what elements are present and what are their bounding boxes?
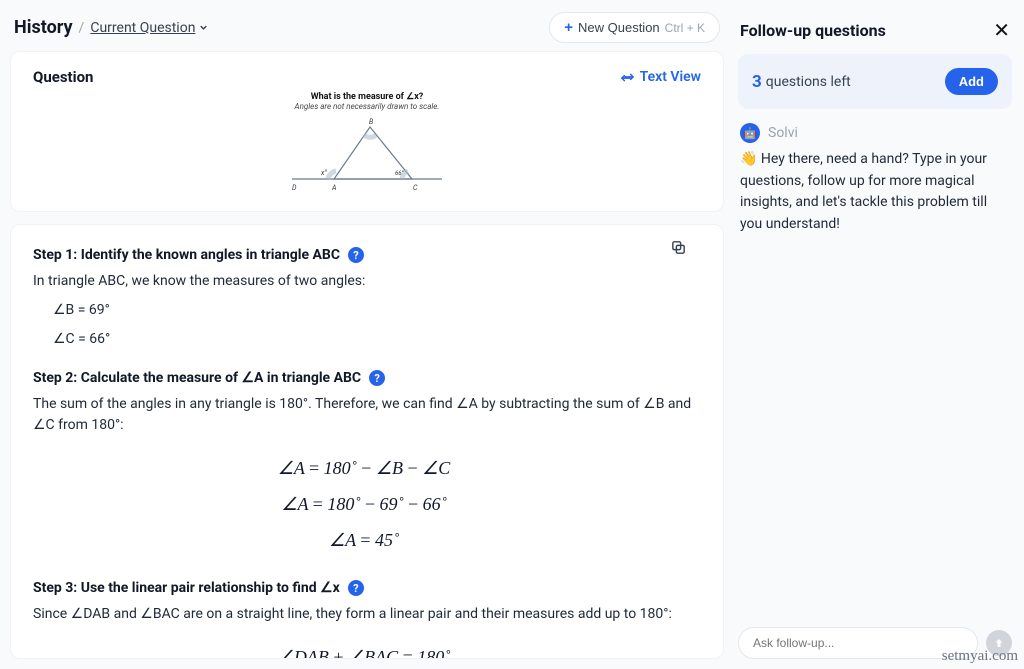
quota-text: questions left <box>766 74 851 90</box>
solution-step: Step 2: Calculate the measure of ∠A in t… <box>33 370 695 558</box>
equation: ∠A = 180˚ − 69˚ − 66˚ <box>33 486 695 522</box>
new-question-button[interactable]: + New Question Ctrl + K <box>549 12 720 43</box>
svg-text:A: A <box>331 184 336 192</box>
solution-scroll[interactable]: Step 1: Identify the known angles in tri… <box>11 225 723 658</box>
breadcrumb-current-label: Current Question <box>90 20 195 36</box>
step-title: Step 3: Use the linear pair relationship… <box>33 580 340 596</box>
bot-name: Solvi <box>768 125 798 141</box>
new-question-shortcut: Ctrl + K <box>665 21 705 35</box>
question-prompt-line2: Angles are not necessarily drawn to scal… <box>33 102 701 111</box>
text-view-toggle[interactable]: Text View <box>620 69 701 85</box>
breadcrumb-bar: History / Current Question + New Questio… <box>10 10 724 51</box>
svg-text:C: C <box>413 184 418 192</box>
solution-step: Step 3: Use the linear pair relationship… <box>33 580 695 658</box>
step-title: Step 1: Identify the known angles in tri… <box>33 247 340 263</box>
followup-title: Follow-up questions <box>740 21 886 40</box>
watermark: setmyai.com <box>942 648 1018 665</box>
new-question-label: New Question <box>578 20 660 35</box>
step-intro: In triangle ABC, we know the measures of… <box>33 271 695 292</box>
add-button[interactable]: Add <box>945 68 998 95</box>
quota-box: 3 questions left Add <box>738 54 1012 109</box>
bot-avatar-icon: 🤖 <box>740 123 760 143</box>
chevron-down-icon <box>198 22 209 33</box>
solution-step: Step 1: Identify the known angles in tri… <box>33 247 695 350</box>
step-intro: Since ∠DAB and ∠BAC are on a straight li… <box>33 604 695 625</box>
question-card: Question Text View What is the measure o… <box>10 51 724 212</box>
text-view-label: Text View <box>640 69 701 85</box>
breadcrumb-separator: / <box>79 20 85 36</box>
bot-message: 👋 Hey there, need a hand? Type in your q… <box>736 143 1014 236</box>
equation-block: ∠A = 180˚ − ∠B − ∠C ∠A = 180˚ − 69˚ − 66… <box>33 450 695 558</box>
followup-panel: Follow-up questions ✕ 3 questions left A… <box>734 0 1024 669</box>
question-figure: What is the measure of ∠x? Angles are no… <box>33 92 701 195</box>
step-line: ∠C = 66° <box>53 329 695 350</box>
question-header: Question <box>33 68 93 86</box>
step-help-icon[interactable]: ? <box>369 370 385 386</box>
plus-icon: + <box>564 19 573 36</box>
swap-icon <box>620 70 635 85</box>
triangle-diagram: D A B C x° 66° <box>282 115 452 195</box>
question-prompt-line1: What is the measure of ∠x? <box>33 92 701 102</box>
equation-block: ∠DAB + ∠BAC = 180˚ x˚ + 45˚ = 180˚ x˚ = … <box>33 639 695 658</box>
step-title: Step 2: Calculate the measure of ∠A in t… <box>33 370 361 386</box>
svg-text:66°: 66° <box>395 170 405 177</box>
equation: ∠A = 180˚ − ∠B − ∠C <box>33 450 695 486</box>
step-help-icon[interactable]: ? <box>348 247 364 263</box>
solution-card: Step 1: Identify the known angles in tri… <box>10 224 724 659</box>
step-line: ∠B = 69° <box>53 300 695 321</box>
svg-text:x°: x° <box>320 169 327 177</box>
step-intro: The sum of the angles in any triangle is… <box>33 394 695 436</box>
bot-header: 🤖 Solvi <box>736 123 1014 143</box>
close-icon[interactable]: ✕ <box>993 18 1010 42</box>
breadcrumb-history[interactable]: History <box>14 17 73 38</box>
breadcrumb-current[interactable]: Current Question <box>90 20 209 36</box>
step-help-icon[interactable]: ? <box>348 580 364 596</box>
quota-count: 3 <box>752 72 762 92</box>
svg-text:B: B <box>369 118 374 126</box>
svg-text:D: D <box>292 184 297 192</box>
equation: ∠A = 45˚ <box>33 522 695 558</box>
equation: ∠DAB + ∠BAC = 180˚ <box>33 639 695 658</box>
